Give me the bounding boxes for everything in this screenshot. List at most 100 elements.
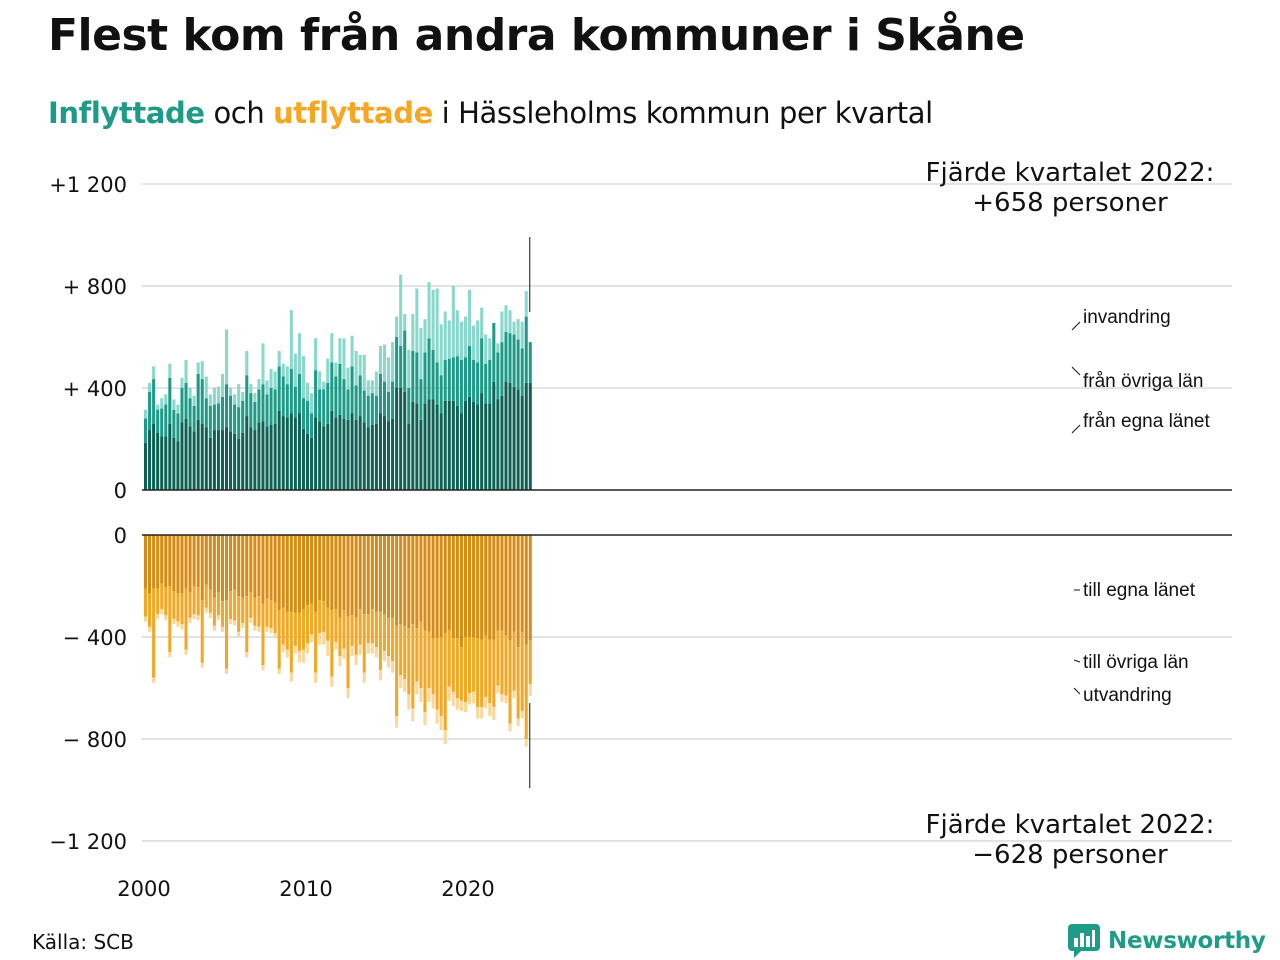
bar-in-own-county <box>451 400 455 490</box>
bar-in-immigration <box>484 334 488 364</box>
bar-in-other-counties <box>200 379 204 424</box>
bar-out-emigration <box>387 656 391 668</box>
bar-out-own-county <box>411 535 415 625</box>
bar-in-immigration <box>160 398 164 409</box>
bar-out-other-counties <box>176 593 180 622</box>
bar-in-own-county <box>346 419 350 490</box>
bar-out-other-counties <box>484 635 488 697</box>
bar-out-emigration <box>253 625 257 631</box>
subtitle-rest: i Hässleholms kommun per kvartal <box>432 96 934 130</box>
bar-in-other-counties <box>208 405 212 438</box>
annotation-top-value: +658 personer <box>972 188 1168 218</box>
bar-out-emigration <box>476 707 480 719</box>
bar-in-immigration <box>415 288 419 353</box>
bar-in-other-counties <box>285 384 289 418</box>
bar-in-immigration <box>293 353 297 387</box>
bar-in-own-county <box>188 426 192 490</box>
bar-in-immigration <box>423 319 427 353</box>
bar-in-own-county <box>508 382 512 490</box>
bar-out-emigration <box>237 631 241 637</box>
bar-in-own-county <box>362 422 366 490</box>
bar-in-own-county <box>233 433 237 490</box>
bar-in-own-county <box>277 410 281 490</box>
bar-out-own-county <box>488 535 492 640</box>
bar-out-emigration <box>196 615 200 621</box>
bar-in-other-counties <box>374 395 378 424</box>
bar-out-emigration <box>314 672 318 683</box>
bar-out-other-counties <box>168 586 172 653</box>
bar-out-own-county <box>403 535 407 626</box>
bar-in-immigration <box>257 379 261 390</box>
bar-in-other-counties <box>484 363 488 404</box>
bar-out-other-counties <box>277 610 281 669</box>
bar-out-own-county <box>439 535 443 637</box>
bar-in-immigration <box>378 345 382 374</box>
bar-out-own-county <box>273 535 277 603</box>
bar-in-other-counties <box>350 366 354 414</box>
bar-out-other-counties <box>269 600 273 629</box>
bar-out-other-counties <box>346 616 350 688</box>
bar-in-other-counties <box>512 334 516 387</box>
bar-out-other-counties <box>192 586 196 615</box>
bar-in-own-county <box>160 436 164 490</box>
bar-in-immigration <box>297 333 301 374</box>
bar-in-immigration <box>520 321 524 349</box>
bar-out-other-counties <box>350 615 354 646</box>
bar-in-immigration <box>249 384 253 394</box>
bar-out-emigration <box>435 709 439 724</box>
bar-out-other-counties <box>451 638 455 692</box>
bar-in-own-county <box>322 426 326 490</box>
bar-in-own-county <box>297 413 301 490</box>
bar-out-own-county <box>301 535 305 609</box>
bar-in-other-counties <box>362 390 366 423</box>
bar-out-emigration <box>220 626 224 632</box>
bar-in-immigration <box>399 274 403 346</box>
bar-in-other-counties <box>196 373 200 420</box>
bar-in-other-counties <box>216 403 220 431</box>
bar-out-other-counties <box>500 630 504 695</box>
bar-out-other-counties <box>196 587 200 616</box>
bar-out-own-county <box>297 535 301 613</box>
bar-in-immigration <box>407 349 411 388</box>
bar-in-other-counties <box>431 349 435 400</box>
bar-out-emigration <box>144 616 148 622</box>
bar-out-own-county <box>415 535 419 629</box>
bar-out-own-county <box>451 535 455 639</box>
bar-in-immigration <box>164 394 168 405</box>
bar-in-own-county <box>241 432 245 490</box>
bar-in-other-counties <box>334 376 338 418</box>
bar-out-other-counties <box>257 596 261 627</box>
brand-logo[interactable]: Newsworthy <box>1068 924 1266 958</box>
bar-in-other-counties <box>180 388 184 423</box>
bar-in-immigration <box>427 282 431 339</box>
bar-in-own-county <box>354 419 358 490</box>
bar-out-other-counties <box>463 637 467 703</box>
bar-out-own-county <box>459 535 463 648</box>
bar-in-own-county <box>447 400 451 490</box>
bar-out-emigration <box>350 645 354 657</box>
bar-in-own-county <box>504 381 508 490</box>
bar-in-other-counties <box>391 381 395 419</box>
bar-out-own-county <box>455 535 459 639</box>
bar-in-own-county <box>326 423 330 490</box>
bar-out-own-county <box>180 535 184 594</box>
bar-in-other-counties <box>463 357 467 401</box>
bar-in-other-counties <box>399 345 403 388</box>
x-tick-label: 2010 <box>279 877 332 901</box>
bar-out-own-county <box>463 535 467 637</box>
bar-in-own-county <box>261 421 265 490</box>
bar-in-immigration <box>395 316 399 337</box>
bar-out-other-counties <box>326 607 330 641</box>
subtitle-inflyttade: Inflyttade <box>48 96 205 130</box>
bar-in-other-counties <box>427 338 431 400</box>
bar-out-other-counties <box>261 603 265 666</box>
bar-out-other-counties <box>435 638 439 710</box>
bar-in-immigration <box>342 338 346 380</box>
bar-out-other-counties <box>468 637 472 694</box>
bar-in-other-counties <box>407 388 411 424</box>
bar-in-other-counties <box>447 358 451 401</box>
bar-out-emigration <box>241 622 245 629</box>
bar-out-emigration <box>180 624 184 630</box>
bar-in-other-counties <box>269 388 273 425</box>
bar-out-own-county <box>196 535 200 588</box>
